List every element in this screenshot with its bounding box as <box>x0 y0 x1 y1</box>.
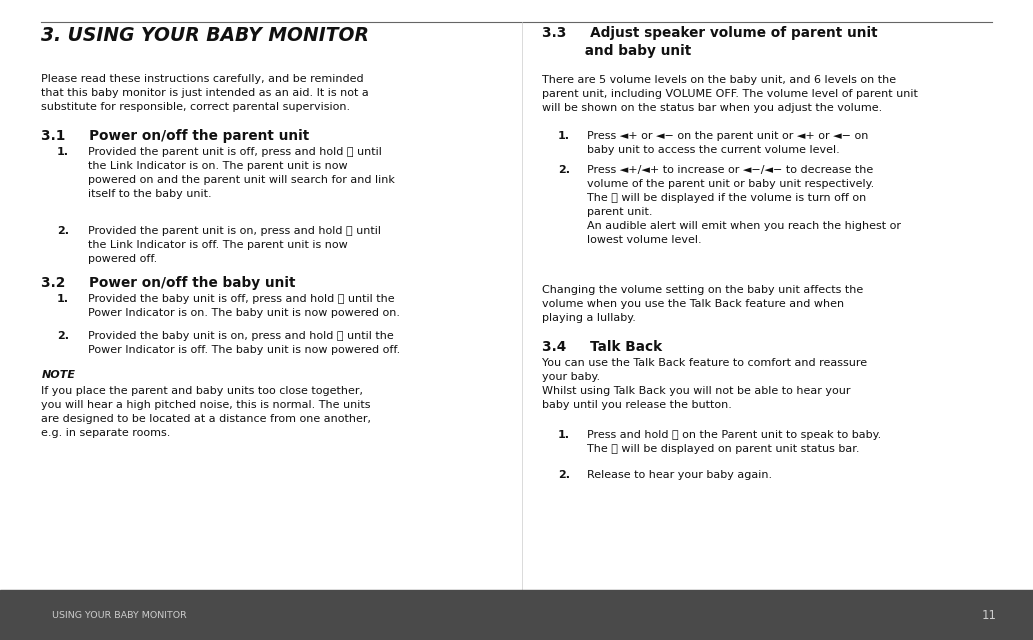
Text: 2.: 2. <box>558 165 570 175</box>
Text: Provided the parent unit is on, press and hold ⓞ until
the Link Indicator is off: Provided the parent unit is on, press an… <box>88 226 381 264</box>
Text: There are 5 volume levels on the baby unit, and 6 levels on the
parent unit, inc: There are 5 volume levels on the baby un… <box>542 75 918 113</box>
Text: Provided the baby unit is off, press and hold ⏻ until the
Power Indicator is on.: Provided the baby unit is off, press and… <box>88 294 400 317</box>
Text: If you place the parent and baby units too close together,
you will hear a high : If you place the parent and baby units t… <box>41 386 371 438</box>
Text: You can use the Talk Back feature to comfort and reassure
your baby.
Whilst usin: You can use the Talk Back feature to com… <box>542 358 868 410</box>
Text: Provided the baby unit is on, press and hold ⏻ until the
Power Indicator is off.: Provided the baby unit is on, press and … <box>88 331 400 355</box>
Text: Press and hold 🎤 on the Parent unit to speak to baby.
The ⦻ will be displayed on: Press and hold 🎤 on the Parent unit to s… <box>587 430 881 454</box>
Text: 3.1     Power on/off the parent unit: 3.1 Power on/off the parent unit <box>41 129 310 143</box>
Text: 1.: 1. <box>558 430 570 440</box>
Text: 11: 11 <box>981 609 997 621</box>
Text: USING YOUR BABY MONITOR: USING YOUR BABY MONITOR <box>52 611 186 620</box>
Text: Please read these instructions carefully, and be reminded
that this baby monitor: Please read these instructions carefully… <box>41 74 369 111</box>
Text: NOTE: NOTE <box>41 370 75 380</box>
Text: Press ◄+/◄+ to increase or ◄−/◄− to decrease the
volume of the parent unit or ba: Press ◄+/◄+ to increase or ◄−/◄− to decr… <box>587 165 901 245</box>
Text: Provided the parent unit is off, press and hold ⓞ until
the Link Indicator is on: Provided the parent unit is off, press a… <box>88 147 395 198</box>
Text: Press ◄+ or ◄− on the parent unit or ◄+ or ◄− on
baby unit to access the current: Press ◄+ or ◄− on the parent unit or ◄+ … <box>587 131 868 155</box>
Text: 1.: 1. <box>57 294 69 304</box>
Text: 3.3     Adjust speaker volume of parent unit
         and baby unit: 3.3 Adjust speaker volume of parent unit… <box>542 26 878 58</box>
Text: 1.: 1. <box>57 147 69 157</box>
Bar <box>0 590 1033 640</box>
Text: 1.: 1. <box>558 131 570 141</box>
Text: 2.: 2. <box>558 470 570 481</box>
Text: 3.4     Talk Back: 3.4 Talk Back <box>542 340 662 354</box>
Text: Release to hear your baby again.: Release to hear your baby again. <box>587 470 772 481</box>
Text: 3.2     Power on/off the baby unit: 3.2 Power on/off the baby unit <box>41 276 295 291</box>
Text: Changing the volume setting on the baby unit affects the
volume when you use the: Changing the volume setting on the baby … <box>542 285 864 323</box>
Text: 2.: 2. <box>57 226 69 236</box>
Text: 2.: 2. <box>57 331 69 341</box>
Text: 3. USING YOUR BABY MONITOR: 3. USING YOUR BABY MONITOR <box>41 26 370 45</box>
